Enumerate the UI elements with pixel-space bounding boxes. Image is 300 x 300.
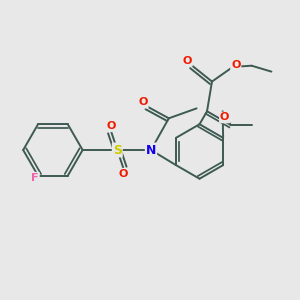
Text: F: F	[31, 173, 39, 183]
Text: S: S	[113, 143, 122, 157]
Text: N: N	[146, 143, 156, 157]
Text: O: O	[182, 56, 192, 66]
Text: O: O	[220, 112, 229, 122]
Text: O: O	[107, 121, 116, 131]
Text: O: O	[231, 60, 240, 70]
Text: O: O	[138, 98, 148, 107]
Text: O: O	[118, 169, 128, 179]
